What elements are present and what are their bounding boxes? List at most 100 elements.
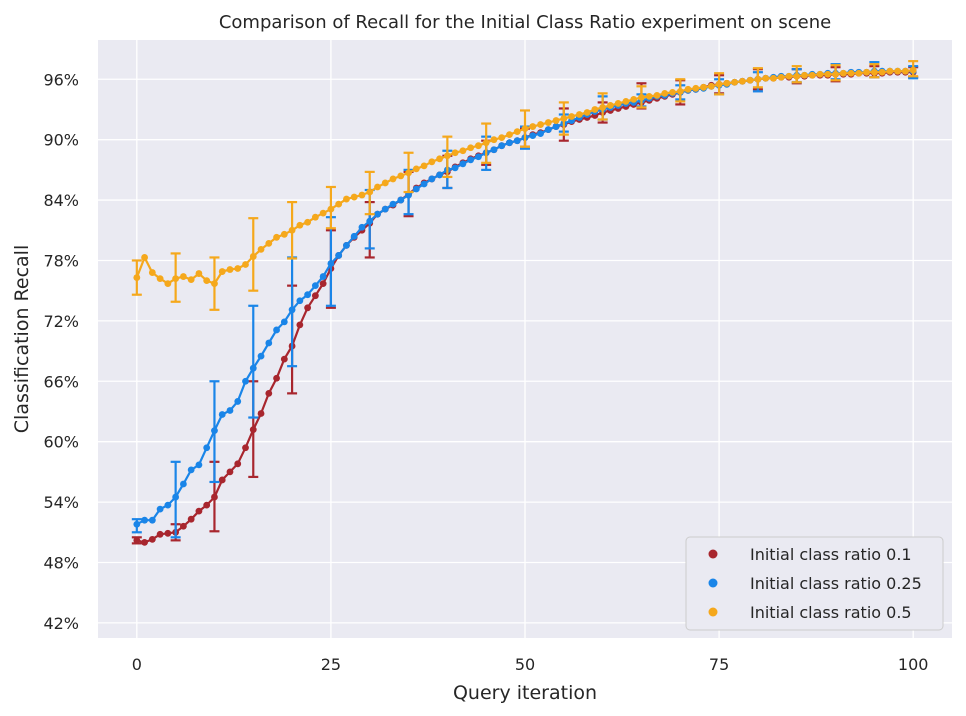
x-axis-label: Query iteration (453, 682, 597, 704)
data-point (148, 516, 156, 524)
data-point (350, 193, 358, 201)
data-point (304, 304, 312, 312)
data-point (211, 427, 218, 435)
data-point (141, 538, 148, 546)
data-point (575, 111, 583, 118)
data-point (257, 246, 265, 253)
legend-marker-ratio-0-1 (708, 549, 718, 559)
data-point (350, 232, 358, 240)
legend-label-ratio-0-25: Initial class ratio 0.25 (750, 574, 922, 593)
x-axis-ticks: 0 25 50 75 100 (132, 655, 929, 674)
x-tick-label: 0 (132, 655, 142, 674)
data-point (847, 69, 855, 77)
data-point (482, 139, 490, 147)
data-point (242, 444, 249, 452)
data-point (552, 117, 560, 124)
data-point (389, 200, 397, 208)
data-point (777, 73, 785, 81)
data-point (195, 461, 203, 469)
data-point (731, 78, 739, 86)
data-point (451, 149, 459, 157)
x-tick-label: 75 (709, 655, 729, 674)
data-point (607, 102, 614, 109)
data-point (894, 67, 902, 75)
data-point (234, 265, 242, 272)
data-point (397, 196, 405, 204)
data-point (506, 139, 513, 147)
data-point (436, 171, 443, 179)
data-point (801, 71, 808, 79)
chart-title: Comparison of Recall for the Initial Cla… (219, 12, 831, 33)
legend: Initial class ratio 0.1 Initial class ra… (685, 536, 944, 631)
data-point (420, 180, 428, 188)
data-point (909, 66, 917, 74)
y-tick-label: 60% (43, 433, 79, 452)
series-3 (131, 60, 919, 311)
data-point (335, 252, 343, 259)
data-point (203, 444, 211, 452)
data-point (428, 158, 436, 166)
data-point (513, 128, 521, 136)
y-tick-label: 84% (43, 191, 79, 210)
data-point (273, 233, 280, 241)
data-point (148, 269, 156, 276)
data-point (684, 85, 692, 93)
data-point (381, 205, 389, 213)
data-point (249, 253, 257, 260)
data-point (265, 389, 273, 397)
data-point (397, 172, 405, 180)
legend-marker-ratio-0-25 (708, 578, 718, 588)
data-point (211, 280, 218, 288)
data-point (661, 89, 669, 97)
data-point (288, 226, 296, 234)
data-point (420, 162, 428, 170)
data-point (187, 466, 195, 474)
data-point (265, 339, 273, 347)
y-tick-label: 96% (43, 70, 79, 89)
data-point (304, 218, 312, 226)
data-point (622, 98, 630, 105)
data-point (506, 131, 513, 139)
data-point (234, 460, 242, 468)
data-point (211, 493, 218, 501)
data-point (808, 71, 816, 79)
data-point (257, 352, 265, 360)
data-point (746, 76, 754, 84)
y-tick-label: 78% (43, 251, 79, 270)
data-point (133, 274, 141, 281)
data-point (164, 529, 172, 537)
data-point (490, 146, 498, 154)
data-point (513, 137, 521, 145)
data-point (164, 280, 172, 288)
data-point (599, 104, 607, 111)
data-point (669, 88, 676, 96)
data-point (552, 123, 560, 130)
data-point (723, 79, 731, 87)
data-point (180, 480, 187, 488)
data-point (902, 67, 909, 75)
data-point (273, 326, 280, 334)
data-point (242, 377, 249, 385)
data-point (366, 188, 374, 196)
data-point (405, 191, 412, 199)
data-point (451, 164, 459, 172)
data-point (816, 70, 824, 78)
data-point (133, 536, 141, 544)
data-point (529, 123, 537, 130)
data-point (692, 84, 700, 92)
data-point (280, 230, 288, 238)
data-point (335, 200, 343, 208)
data-point (870, 68, 878, 76)
data-point (412, 185, 420, 193)
data-point (304, 291, 312, 299)
data-point (358, 223, 366, 231)
data-point (715, 80, 723, 88)
data-point (878, 68, 886, 76)
data-point (638, 93, 645, 101)
data-point (645, 92, 653, 100)
data-point (319, 209, 327, 217)
data-point (762, 74, 770, 82)
data-point (568, 113, 575, 120)
data-point (374, 210, 381, 218)
legend-box (685, 536, 944, 631)
